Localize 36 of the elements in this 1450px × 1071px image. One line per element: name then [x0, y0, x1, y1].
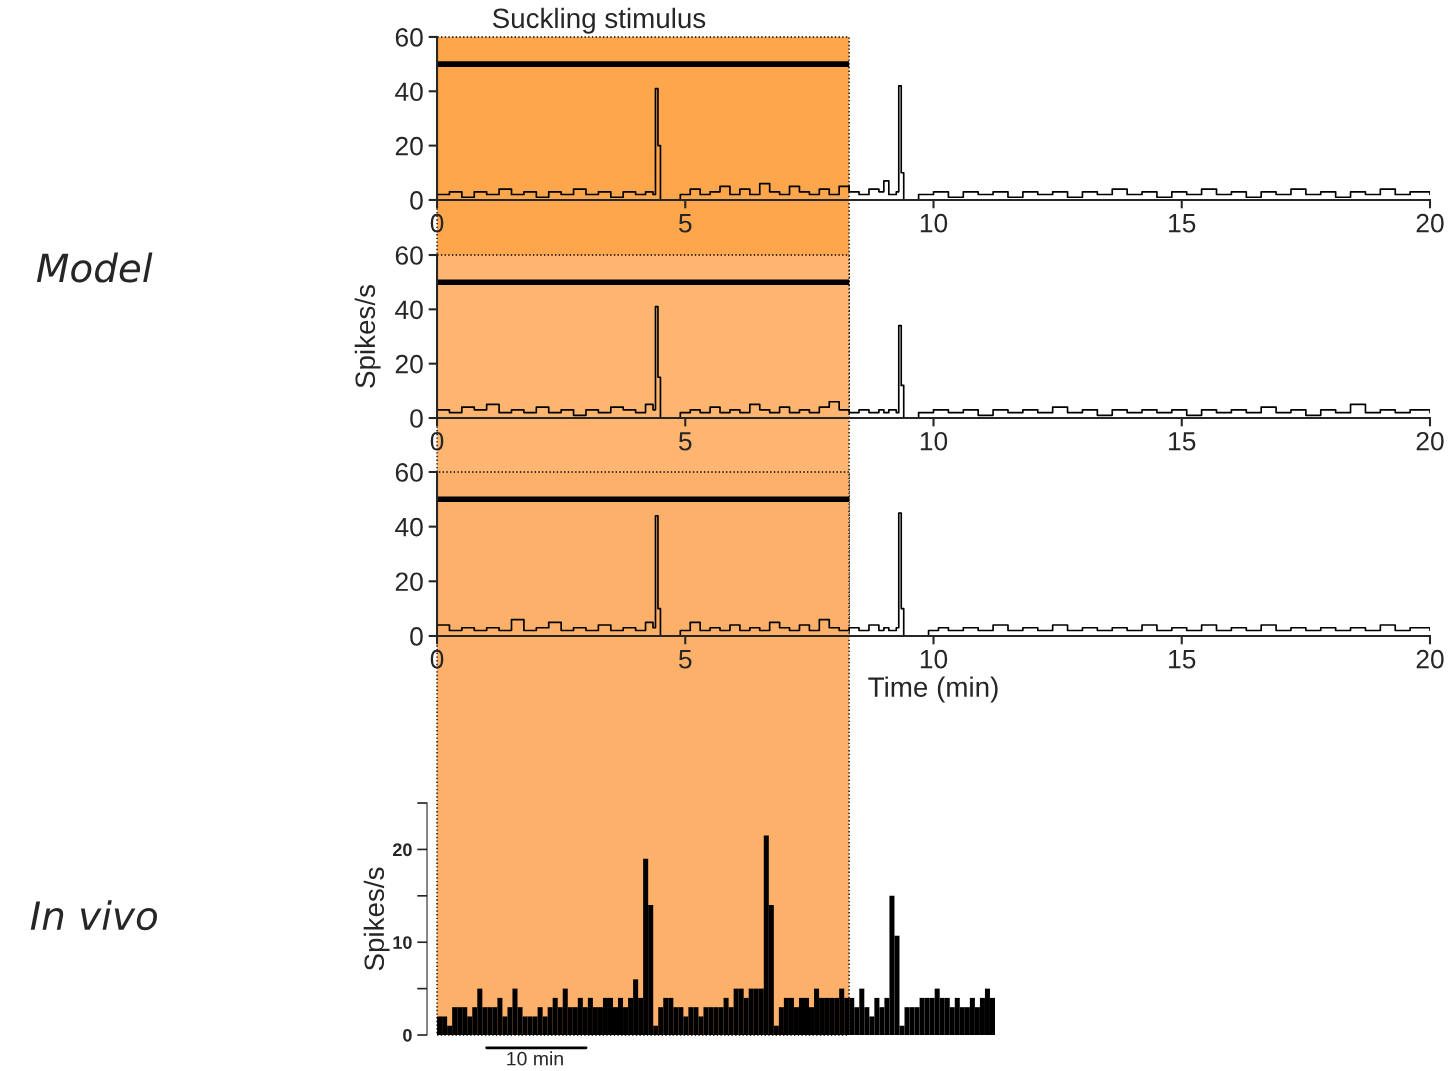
- x-tick-label: 0: [430, 649, 444, 669]
- y-tick-label: 40: [395, 300, 423, 320]
- y-tick-label: 60: [395, 463, 423, 482]
- y-axis-title: Spikes/s: [363, 867, 390, 971]
- chart-title: Suckling stimulus: [492, 7, 706, 34]
- x-tick-label: 10: [920, 649, 948, 669]
- y-tick-label: 20: [395, 354, 423, 374]
- x-tick-label: 5: [678, 650, 692, 669]
- x-tick-label: 0: [430, 213, 444, 233]
- text: Model: [36, 252, 153, 283]
- x-tick-label: 5: [678, 214, 692, 233]
- x-tick-label: 15: [1169, 432, 1196, 451]
- x-tick-label: 20: [1416, 431, 1444, 451]
- x-axis-title: Time (min): [868, 676, 998, 703]
- y-tick-label: 40: [395, 82, 423, 102]
- y-tick-label: 20: [395, 136, 423, 156]
- x-tick-label: 20: [1416, 213, 1444, 233]
- y-tick-label: 10: [393, 936, 412, 949]
- y-tick-label: 60: [395, 28, 423, 47]
- y-tick-label: 20: [395, 572, 423, 592]
- x-tick-label: 20: [1416, 649, 1444, 669]
- y-tick-label: 0: [410, 627, 423, 646]
- y-tick-label: 0: [403, 1028, 412, 1042]
- y-tick-label: 20: [392, 843, 412, 857]
- x-tick-label: 10: [920, 213, 948, 233]
- x-tick-label: 15: [1169, 214, 1196, 233]
- y-tick-label: 60: [395, 246, 423, 265]
- text: In vivo: [30, 900, 158, 931]
- y-axis-title: Spikes/s: [354, 285, 381, 388]
- x-tick-label: 5: [678, 432, 692, 451]
- y-tick-label: 0: [410, 409, 423, 428]
- y-tick-label: 40: [395, 517, 423, 537]
- x-tick-label: 15: [1169, 650, 1196, 669]
- x-tick-label: 10: [920, 431, 948, 451]
- y-tick-label: 0: [410, 191, 423, 210]
- text: 10 min: [507, 1051, 563, 1066]
